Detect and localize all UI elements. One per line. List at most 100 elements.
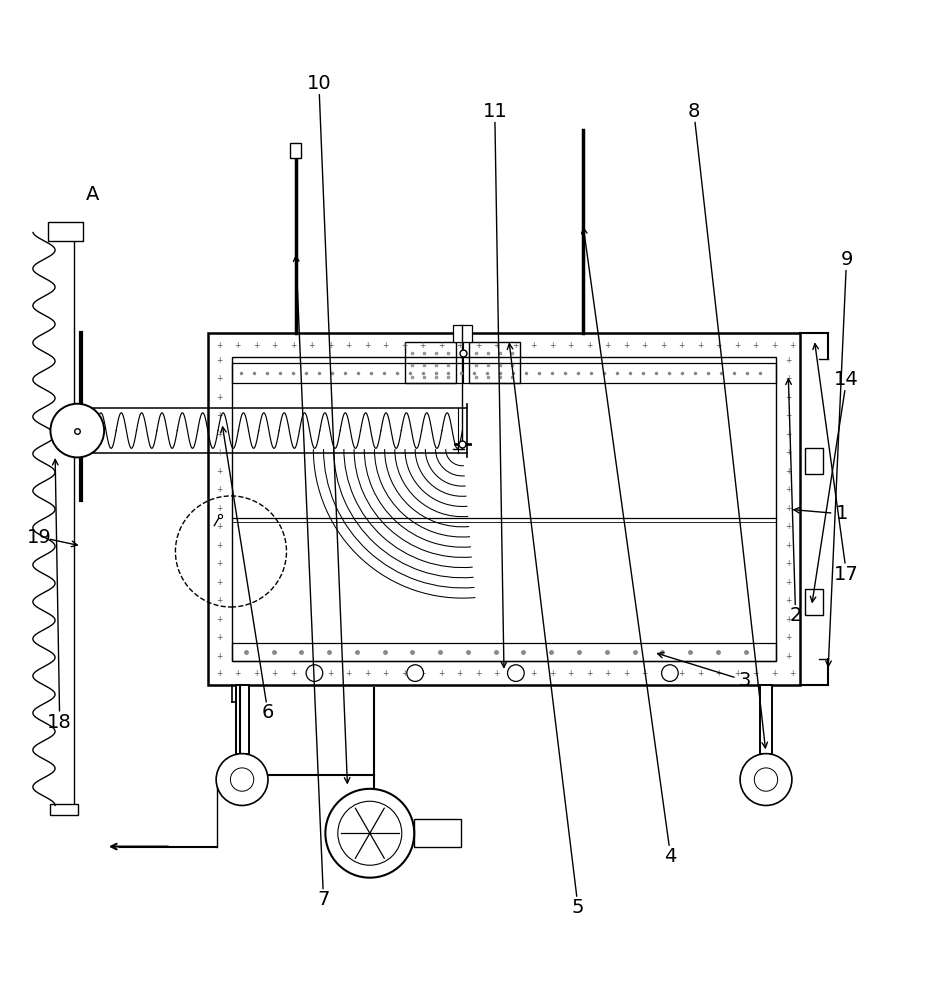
Text: +: + [785, 522, 791, 531]
Text: +: + [346, 341, 352, 350]
Text: +: + [734, 669, 741, 678]
Bar [232, 363, 776, 383]
Text: 8: 8 [687, 102, 700, 121]
Text: +: + [771, 341, 777, 350]
Text: +: + [216, 341, 222, 350]
Text: 18: 18 [48, 713, 72, 732]
Text: 9: 9 [841, 250, 853, 269]
Text: +: + [642, 341, 648, 350]
Text: 1: 1 [836, 504, 848, 523]
Text: +: + [271, 341, 277, 350]
Text: +: + [623, 341, 630, 350]
Text: +: + [785, 356, 791, 365]
Text: +: + [419, 669, 426, 678]
Bar [207, 333, 800, 685]
Text: +: + [327, 669, 333, 678]
Text: +: + [308, 341, 315, 350]
Text: +: + [474, 341, 481, 350]
Text: 19: 19 [27, 528, 51, 547]
Text: +: + [438, 341, 445, 350]
Text: +: + [785, 615, 791, 624]
Text: +: + [253, 669, 259, 678]
Circle shape [755, 768, 778, 791]
Bar [290, 143, 302, 158]
Text: +: + [679, 341, 685, 350]
Text: +: + [217, 374, 223, 383]
Text: +: + [568, 341, 573, 350]
Text: +: + [234, 669, 241, 678]
Text: +: + [531, 669, 537, 678]
Circle shape [407, 665, 423, 681]
Text: +: + [217, 356, 223, 365]
Circle shape [231, 768, 254, 791]
Text: 14: 14 [834, 370, 859, 389]
Text: +: + [785, 578, 791, 587]
Text: +: + [382, 669, 389, 678]
Text: +: + [785, 596, 791, 605]
Circle shape [338, 801, 402, 865]
Text: +: + [623, 669, 630, 678]
Circle shape [306, 665, 323, 681]
Bar [50, 804, 78, 815]
Text: +: + [753, 341, 759, 350]
Text: +: + [346, 669, 352, 678]
Text: +: + [364, 341, 370, 350]
Bar [232, 643, 776, 661]
Text: 2: 2 [789, 606, 801, 625]
Text: +: + [785, 411, 791, 420]
Text: 10: 10 [306, 74, 332, 93]
Circle shape [507, 665, 524, 681]
Text: +: + [217, 448, 223, 457]
Bar [415, 819, 460, 847]
Text: +: + [217, 393, 223, 402]
Text: 7: 7 [318, 890, 330, 909]
Bar [805, 589, 824, 615]
Text: +: + [457, 341, 462, 350]
Text: +: + [290, 669, 296, 678]
Text: +: + [217, 485, 223, 494]
Text: +: + [785, 393, 791, 402]
Text: +: + [785, 485, 791, 494]
Text: +: + [327, 341, 333, 350]
Text: 5: 5 [572, 898, 585, 917]
Text: +: + [253, 341, 259, 350]
Bar [453, 325, 472, 342]
Text: +: + [785, 467, 791, 476]
Text: +: + [771, 669, 777, 678]
Text: +: + [493, 341, 500, 350]
Circle shape [325, 789, 415, 878]
Text: +: + [660, 669, 667, 678]
Text: +: + [290, 341, 296, 350]
Text: +: + [785, 374, 791, 383]
Text: +: + [216, 669, 222, 678]
Text: +: + [512, 341, 518, 350]
Text: +: + [512, 669, 518, 678]
Bar [235, 685, 248, 754]
Text: +: + [217, 541, 223, 550]
Text: +: + [308, 669, 315, 678]
Text: +: + [679, 669, 685, 678]
Text: +: + [234, 341, 241, 350]
Text: +: + [785, 504, 791, 513]
Text: +: + [785, 559, 791, 568]
Text: +: + [474, 669, 481, 678]
Text: +: + [419, 341, 426, 350]
Text: +: + [217, 615, 223, 624]
Text: +: + [549, 669, 556, 678]
Text: +: + [217, 596, 223, 605]
Text: +: + [382, 341, 389, 350]
Text: +: + [604, 341, 611, 350]
Bar [759, 685, 772, 754]
Text: +: + [785, 448, 791, 457]
Text: +: + [734, 341, 741, 350]
Text: +: + [789, 669, 796, 678]
Circle shape [661, 665, 678, 681]
Text: +: + [697, 669, 703, 678]
Text: +: + [789, 341, 796, 350]
Circle shape [216, 754, 268, 805]
Bar [48, 222, 83, 241]
Text: +: + [642, 669, 648, 678]
Text: +: + [785, 652, 791, 661]
Text: A: A [85, 185, 99, 204]
Bar [469, 342, 520, 383]
